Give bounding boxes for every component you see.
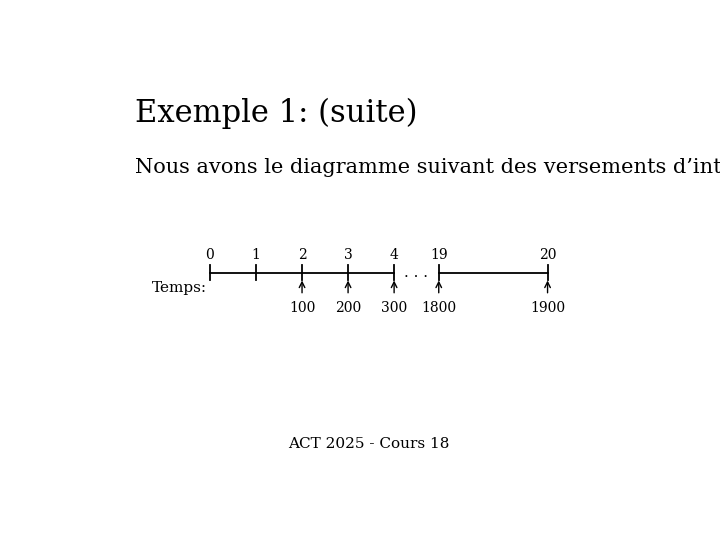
Text: 19: 19	[430, 248, 448, 262]
Text: . . .: . . .	[405, 266, 428, 280]
Text: 1800: 1800	[421, 301, 456, 315]
Text: 0: 0	[206, 248, 215, 262]
Text: 3: 3	[343, 248, 353, 262]
Text: Exemple 1: (suite): Exemple 1: (suite)	[135, 98, 417, 129]
Text: 100: 100	[289, 301, 315, 315]
Text: 300: 300	[381, 301, 408, 315]
Text: 2: 2	[297, 248, 307, 262]
Text: ACT 2025 - Cours 18: ACT 2025 - Cours 18	[288, 437, 450, 451]
Text: 1: 1	[251, 248, 261, 262]
Text: 200: 200	[335, 301, 361, 315]
Text: 20: 20	[539, 248, 557, 262]
Text: Temps:: Temps:	[152, 281, 207, 295]
Text: Nous avons le diagramme suivant des versements d’intérêt: Nous avons le diagramme suivant des vers…	[135, 156, 720, 177]
Text: 4: 4	[390, 248, 399, 262]
Text: 1900: 1900	[530, 301, 565, 315]
